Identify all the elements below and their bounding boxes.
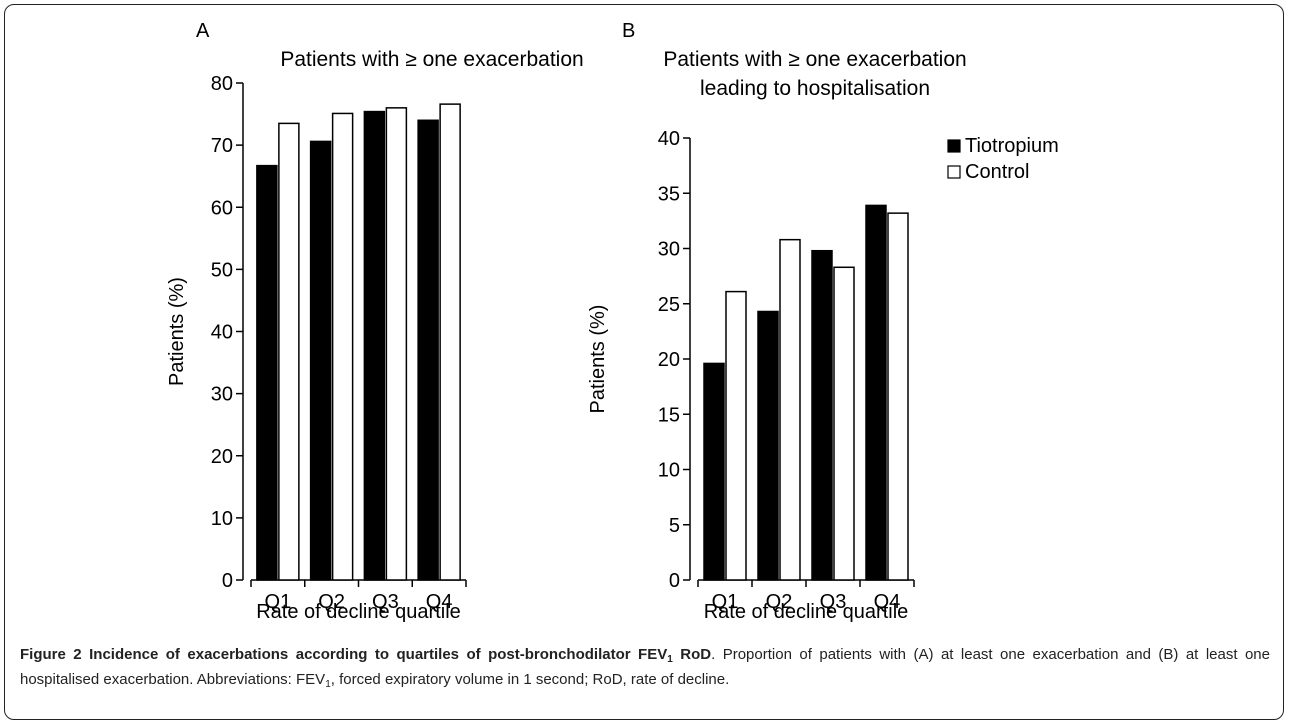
panel-b-y-tick-label: 5 [669,515,680,537]
panel-b-x-axis-title: Rate of decline quartile [704,601,909,623]
panel-b-letter: B [622,20,635,42]
panel-a-y-tick-label: 70 [211,135,233,157]
panel-b-y-tick-label: 40 [658,128,680,150]
panel-a-bar-tiotropium-q1 [256,164,278,581]
panel-b-x-tick-label: Q3 [820,591,847,613]
legend-swatch-tiotropium [947,139,961,153]
figure-frame [4,4,1284,720]
panel-a-x-axis-title: Rate of decline quartile [256,601,461,623]
panel-a-bar-control-q1 [278,122,300,581]
panel-a-x-tick-label: Q2 [318,591,345,613]
caption-label: Figure 2 [20,646,82,663]
panel-a-letter: A [196,20,210,42]
figure-caption: Figure 2 Incidence of exacerbations acco… [20,642,1270,692]
panel-b-bar-tiotropium-q1 [703,362,725,581]
panel-b-y-tick-label: 15 [658,404,680,426]
panel-a-bar-tiotropium-q2 [309,140,332,581]
panel-b-y-tick-label: 10 [658,460,680,482]
panel-a-x-tick-label: Q4 [426,591,453,613]
panel-a-title-line-1: Patients with ≥ one exacerbation [280,48,583,71]
panel-b-y-tick-label: 25 [658,294,680,316]
panel-a-bar-tiotropium-q3 [363,110,386,581]
panel-b-y-tick-label: 0 [669,570,680,592]
panel-a-y-tick-label: 80 [211,73,233,95]
panel-b-y-tick-label: 35 [658,183,680,205]
panel-a-y-tick-label: 30 [211,384,233,406]
panel-a-bar-control-q3 [385,107,408,581]
legend-label-control: Control [965,161,1029,183]
caption-title-text: Incidence of exacerbations according to … [89,646,668,663]
panel-b-bar-tiotropium-q4 [865,204,887,581]
panel-a-x-tick-label: Q1 [265,591,292,613]
caption-body-subscript: 1 [325,679,331,690]
legend-label-tiotropium: Tiotropium [965,135,1059,157]
panel-b-x-tick-label: Q2 [766,591,793,613]
panel-a-y-axis-title: Patients (%) [166,277,188,386]
panel-a-y-tick-label: 10 [211,508,233,530]
panel-a-bar-control-q4 [439,103,461,581]
panel-b-title-line-1: Patients with ≥ one exacerbation [663,48,966,71]
panel-b-x-tick-label: Q1 [712,591,739,613]
panel-b-bar-tiotropium-q2 [757,310,779,581]
panel-b-y-tick-label: 20 [658,349,680,371]
panel-b-bar-control-q2 [779,238,801,581]
panel-a-x-tick-label: Q3 [372,591,399,613]
panel-a-bar-control-q2 [331,112,354,581]
legend-swatch-control [947,165,961,179]
caption-body-end: , forced expiratory volume in 1 second; … [330,671,730,688]
panel-b-x-tick-label: Q4 [874,591,901,613]
panel-a-y-tick-label: 20 [211,446,233,468]
panel-b-bar-tiotropium-q3 [811,249,833,581]
caption-title-suffix: RoD [672,646,712,663]
panel-b-y-axis-title: Patients (%) [587,305,609,414]
panel-b-bar-control-q4 [887,212,909,581]
panel-b-y-tick-label: 30 [658,239,680,261]
caption-title-subscript: 1 [667,654,673,665]
panel-a-y-tick-label: 60 [211,197,233,219]
panel-a-y-tick-label: 50 [211,259,233,281]
panel-b-bar-control-q1 [725,290,747,581]
panel-a-bar-tiotropium-q4 [417,119,439,581]
caption-title: Figure 2 Incidence of exacerbations acco… [20,646,712,665]
panel-a-y-tick-label: 0 [222,570,233,592]
panel-b-title-line-2: leading to hospitalisation [700,77,930,100]
panel-a-y-tick-label: 40 [211,322,233,344]
panel-b-bar-control-q3 [833,266,855,581]
caption-body: . Proportion of patients with (A) at lea… [20,646,1270,688]
figure-charts: A Patients with ≥ one exacerbation 0 10 20 30… [166,20,1059,623]
